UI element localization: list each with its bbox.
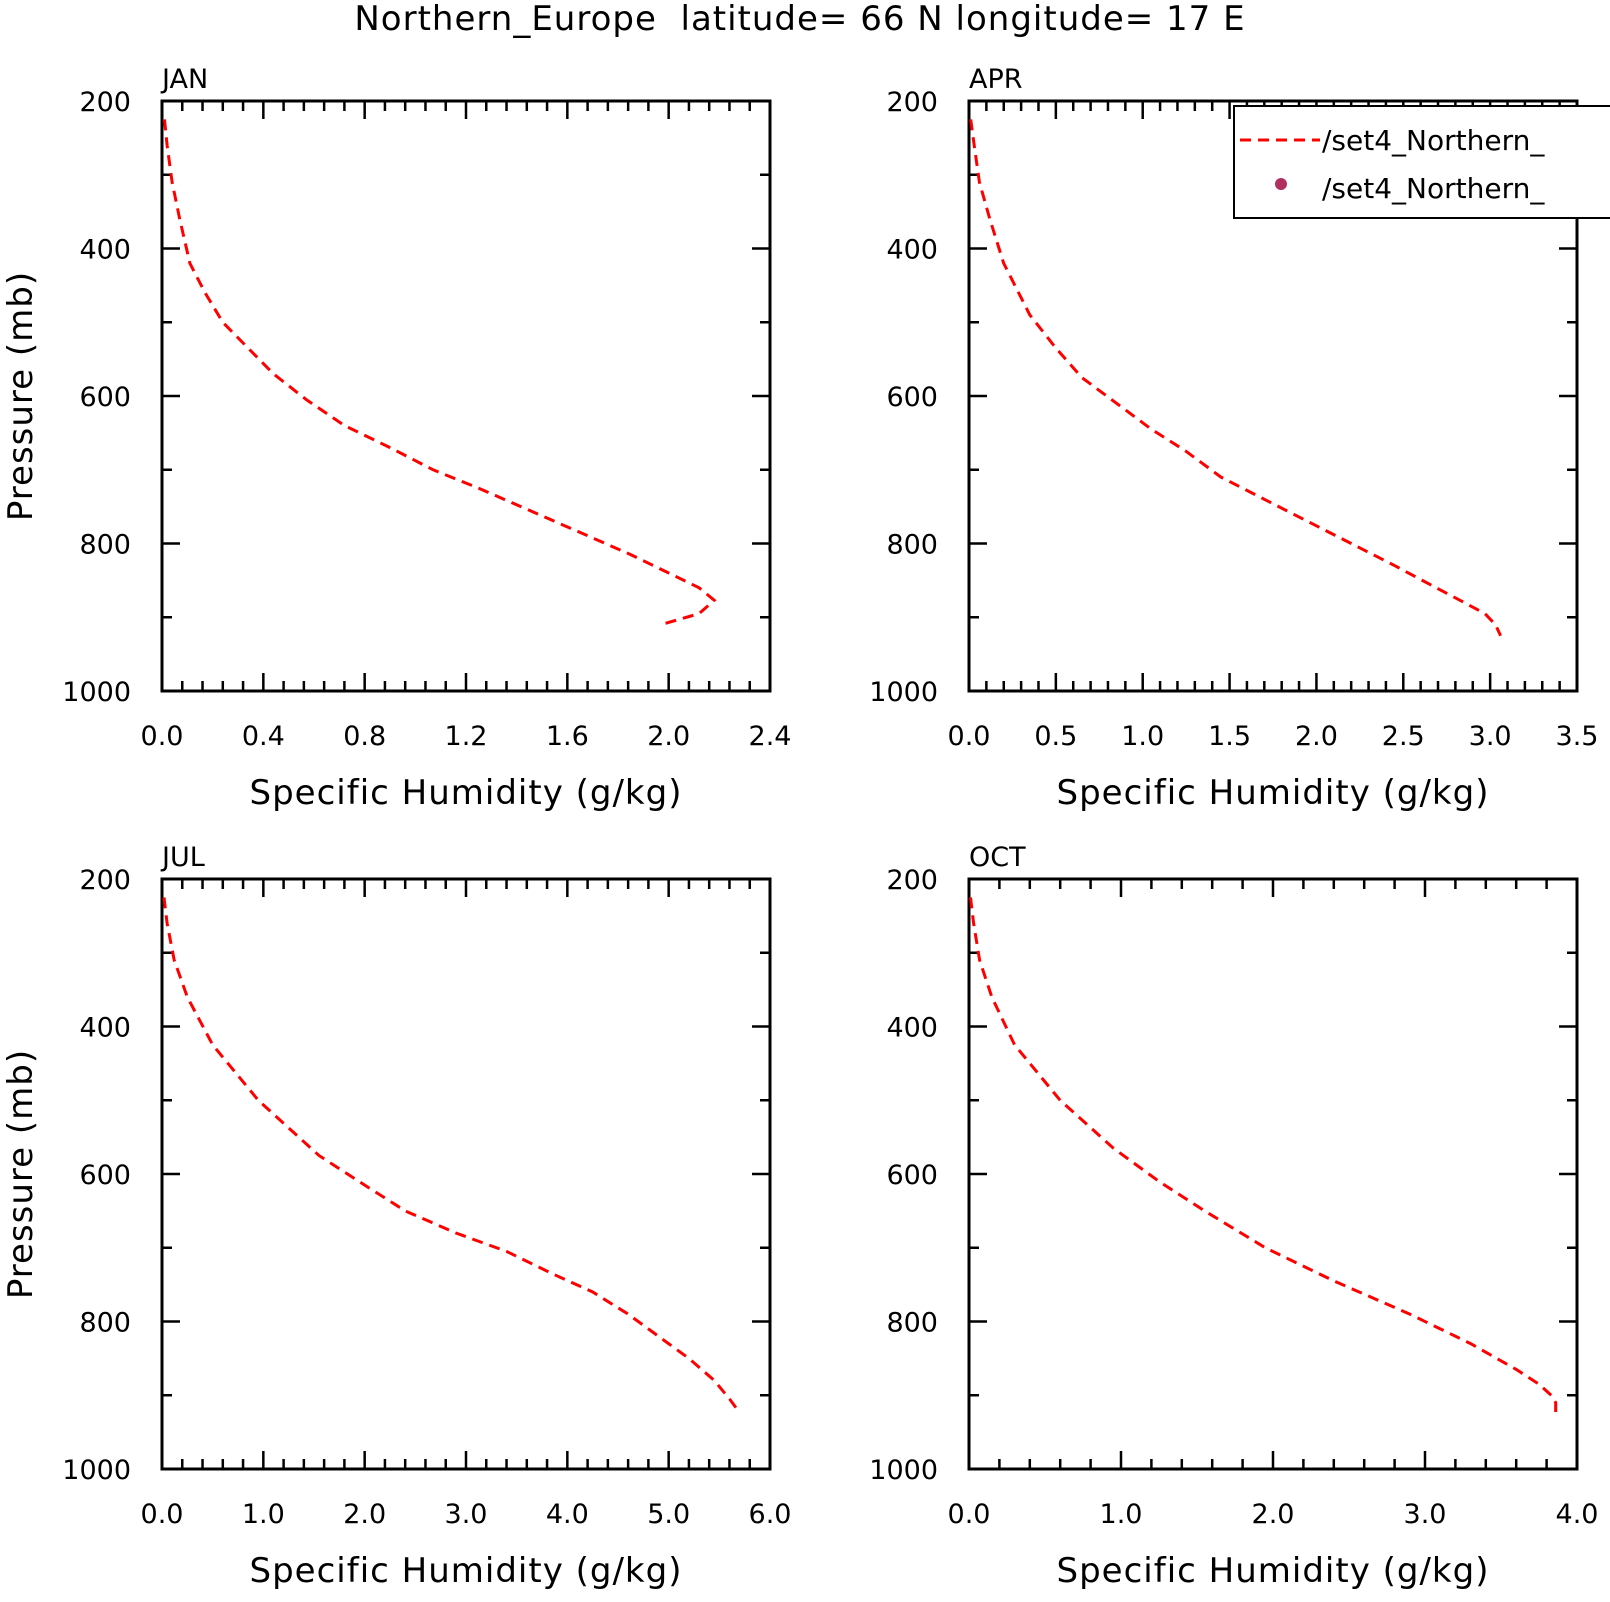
plot-frame [160, 877, 772, 1471]
series-line-0 [969, 119, 1502, 637]
y-tick-label: 1000 [869, 1455, 938, 1486]
x-tick-label: 2.0 [1295, 721, 1338, 752]
x-tick-label: 0.0 [948, 1499, 991, 1530]
legend-label: /set4_Northern_ [1322, 124, 1545, 157]
x-tick-label: 2.0 [647, 721, 690, 752]
x-tick-label: 2.0 [343, 1499, 386, 1530]
x-tick-label: 0.4 [242, 721, 285, 752]
panel-jul: 0.0 1.0 2.0 3.0 4.0 5.0 6.0 200 400 600 800 1000 JUL… [1, 842, 791, 1591]
panel-apr: 0.0 0.5 1.0 1.5 2.0 2.5 3.0 3.5 200 400 600 800 1000… [869, 64, 1598, 813]
y-tick-label: 800 [79, 1308, 131, 1339]
panel-title: JUL [160, 842, 205, 873]
x-tick-label: 3.5 [1556, 721, 1599, 752]
y-tick-label: 400 [79, 235, 131, 266]
x-tick-label: 4.0 [546, 1499, 589, 1530]
y-tick-label: 800 [79, 530, 131, 561]
legend-body: /set4_Northern_ /set4_Northern_ [1233, 105, 1610, 219]
panel-title: OCT [969, 842, 1026, 873]
panel-oct: 0.0 1.0 2.0 3.0 4.0 200 400 600 800 1000 OCT Specif… [869, 842, 1598, 1591]
y-tick-label: 600 [79, 382, 131, 413]
x-tick-label: 1.2 [445, 721, 488, 752]
y-tick-label: 600 [886, 1160, 938, 1191]
panel-title: JAN [160, 64, 208, 95]
x-axis-label: Specific Humidity (g/kg) [250, 1551, 683, 1591]
panel-title: APR [969, 64, 1023, 95]
y-tick-label: 800 [886, 530, 938, 561]
legend-box [1233, 105, 1610, 219]
y-tick-label: 1000 [869, 677, 938, 708]
x-axis-label: Specific Humidity (g/kg) [250, 773, 683, 813]
y-tick-label: 800 [886, 1308, 938, 1339]
x-axis-label: Specific Humidity (g/kg) [1057, 773, 1490, 813]
legend-label: /set4_Northern_ [1322, 172, 1545, 205]
x-tick-label: 0.0 [141, 1499, 184, 1530]
x-tick-label: 6.0 [749, 1499, 792, 1530]
x-tick-label: 2.5 [1382, 721, 1425, 752]
y-tick-label: 600 [79, 1160, 131, 1191]
plot-frame [160, 99, 772, 693]
x-tick-label: 3.0 [445, 1499, 488, 1530]
x-tick-label: 2.0 [1252, 1499, 1295, 1530]
x-tick-label: 1.6 [546, 721, 589, 752]
x-tick-label: 4.0 [1556, 1499, 1599, 1530]
series-line-0 [969, 897, 1558, 1414]
x-tick-label: 3.0 [1404, 1499, 1447, 1530]
y-tick-label: 200 [886, 87, 938, 118]
y-tick-label: 200 [79, 87, 131, 118]
x-tick-label: 0.5 [1034, 721, 1077, 752]
y-tick-label: 200 [886, 865, 938, 896]
y-tick-label: 400 [886, 1013, 938, 1044]
legend: /set4_Northern_ /set4_Northern_ [1233, 105, 1610, 219]
y-axis-label: Pressure (mb) [1, 1049, 41, 1299]
y-tick-label: 1000 [62, 1455, 131, 1486]
x-tick-label: 0.0 [948, 721, 991, 752]
x-tick-label: 1.5 [1208, 721, 1251, 752]
x-tick-label: 1.0 [1100, 1499, 1143, 1530]
x-tick-label: 2.4 [749, 721, 792, 752]
y-axis-label: Pressure (mb) [1, 271, 41, 521]
x-axis-label: Specific Humidity (g/kg) [1057, 1551, 1490, 1591]
x-tick-label: 0.0 [141, 721, 184, 752]
series-line-0 [163, 119, 717, 627]
y-tick-label: 600 [886, 382, 938, 413]
panels: 0.0 0.4 0.8 1.2 1.6 2.0 2.4 200 400 600 800 1000 JAN… [1, 64, 1598, 1591]
y-tick-label: 1000 [62, 677, 131, 708]
plot-frame [967, 877, 1579, 1471]
figure-title: Northern_Europe latitude= 66 N longitude… [354, 0, 1245, 39]
panel-jan: 0.0 0.4 0.8 1.2 1.6 2.0 2.4 200 400 600 800 1000 JAN… [1, 64, 791, 813]
x-tick-label: 1.0 [242, 1499, 285, 1530]
y-tick-label: 400 [886, 235, 938, 266]
legend-swatch-dot [1275, 178, 1287, 190]
x-tick-label: 3.0 [1469, 721, 1512, 752]
x-tick-label: 1.0 [1121, 721, 1164, 752]
series-line-0 [162, 897, 739, 1411]
y-tick-label: 400 [79, 1013, 131, 1044]
y-tick-label: 200 [79, 865, 131, 896]
x-tick-label: 0.8 [343, 721, 386, 752]
x-tick-label: 5.0 [647, 1499, 690, 1530]
